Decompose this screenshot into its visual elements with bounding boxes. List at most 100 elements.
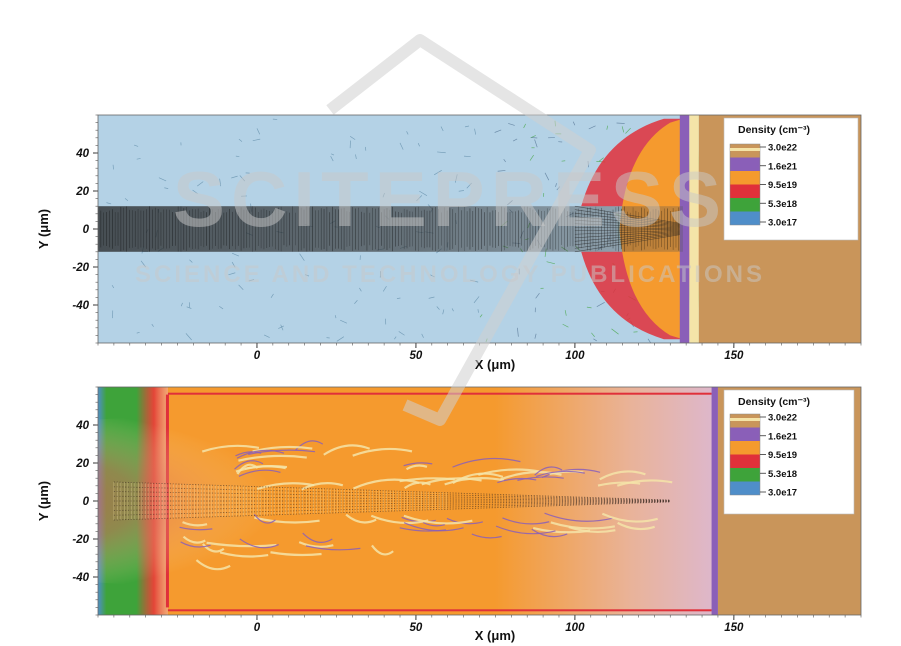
- beam-ray: [574, 232, 680, 246]
- x-tick-label: 50: [410, 622, 423, 634]
- beam-ray: [574, 230, 680, 235]
- particle-streak: [219, 305, 224, 310]
- particle-streak: [158, 177, 167, 182]
- particle-streak: [238, 138, 243, 142]
- particle-streak: [278, 325, 284, 329]
- particle-streak: [248, 279, 255, 282]
- particle-streak: [442, 309, 445, 315]
- beam-ray: [574, 205, 680, 224]
- filament: [239, 538, 279, 549]
- particle-streak: [133, 144, 139, 147]
- shock-edge-upper: [167, 392, 712, 395]
- filament: [298, 541, 334, 548]
- particle-streak: [355, 154, 357, 159]
- y-tick-label: 40: [75, 148, 89, 160]
- filament: [617, 521, 656, 531]
- particle-streak: [436, 306, 440, 310]
- particle-streak: [239, 175, 246, 182]
- legend-label: 5.3e18: [768, 469, 797, 480]
- particle-streak: [382, 192, 385, 198]
- filament: [403, 522, 464, 532]
- legend-label: 3.0e17: [768, 488, 797, 499]
- legend-color-swatch: [730, 198, 760, 212]
- particle-streak: [417, 142, 420, 147]
- y-tick-label: -20: [72, 262, 89, 274]
- y-tick-label: 40: [75, 420, 89, 432]
- axes-top: 0 50 100 150 -40 -20 0 20 40: [72, 114, 862, 362]
- channel-ray: [113, 501, 671, 511]
- watermark-text-main: SCITEPRESS: [173, 155, 727, 243]
- legend-color-swatch: [730, 184, 760, 198]
- beam-ray: [574, 209, 680, 225]
- particle-streak: [437, 151, 446, 154]
- filament: [403, 462, 433, 467]
- particle-streak: [433, 169, 442, 176]
- filament: [256, 482, 315, 491]
- filament: [500, 471, 562, 481]
- particle-streak: [428, 296, 435, 299]
- filament: [182, 535, 206, 544]
- shock-edge-lower: [167, 609, 712, 612]
- channel-ray: [113, 486, 671, 501]
- particle-streak: [231, 175, 238, 179]
- particle-streak: [421, 333, 424, 338]
- particle-streak: [508, 123, 515, 126]
- beam-ray: [574, 226, 680, 229]
- laser-beam: [98, 206, 683, 252]
- x-tick-label: 100: [565, 350, 585, 362]
- x-tick-label: 0: [254, 350, 261, 362]
- filament: [616, 479, 673, 487]
- particle-streak: [136, 331, 140, 334]
- beam-ray: [574, 234, 680, 253]
- filament: [371, 544, 394, 556]
- legend-color-swatch: [730, 427, 760, 441]
- particle-streak: [340, 319, 348, 324]
- particle-streak: [494, 129, 502, 133]
- legend-color-swatch: [730, 157, 760, 171]
- filament: [452, 472, 504, 484]
- particle-streak: [280, 324, 284, 331]
- filament: [452, 457, 521, 468]
- filament: [534, 466, 563, 476]
- filament: [195, 559, 231, 571]
- particle-streak: [231, 261, 236, 268]
- legend-highlight: [730, 418, 760, 421]
- filament: [352, 447, 413, 457]
- filament: [517, 476, 564, 481]
- particle-streak: [124, 198, 129, 202]
- legend-label: 9.5e19: [768, 180, 797, 191]
- particle-streak: [256, 128, 261, 135]
- legend-colorbar: [729, 143, 761, 226]
- particle-streak: [270, 293, 274, 299]
- particle-streak: [305, 274, 310, 277]
- legend-title: Density (cm⁻³): [738, 396, 810, 408]
- particle-streak: [228, 272, 236, 276]
- particle-streak: [399, 142, 404, 150]
- particle-streak: [398, 331, 405, 336]
- particle-streak: [464, 125, 470, 128]
- beam-ray: [574, 231, 680, 242]
- legend-colorbar: [729, 413, 761, 496]
- particle-streak: [180, 302, 183, 307]
- filament: [238, 469, 281, 477]
- legend-color-swatch: [730, 481, 760, 495]
- legend-label: 3.0e22: [768, 413, 797, 424]
- particle-streak: [219, 178, 222, 187]
- x-tick-label: 0: [254, 622, 261, 634]
- y-tick-label: -20: [72, 534, 89, 546]
- filament: [421, 477, 482, 486]
- legend-label: 5.3e18: [768, 199, 797, 210]
- beam-ray: [574, 212, 680, 226]
- particle-streak: [231, 252, 240, 257]
- particle-streak: [451, 308, 454, 312]
- y-tick-label: 0: [83, 496, 90, 508]
- particle-streak: [406, 131, 409, 135]
- filament: [201, 444, 260, 453]
- filament: [502, 517, 550, 525]
- particle-streak: [416, 195, 423, 202]
- filament: [302, 532, 333, 544]
- filament: [234, 460, 264, 470]
- particle-streak: [382, 285, 387, 292]
- filament: [531, 528, 568, 538]
